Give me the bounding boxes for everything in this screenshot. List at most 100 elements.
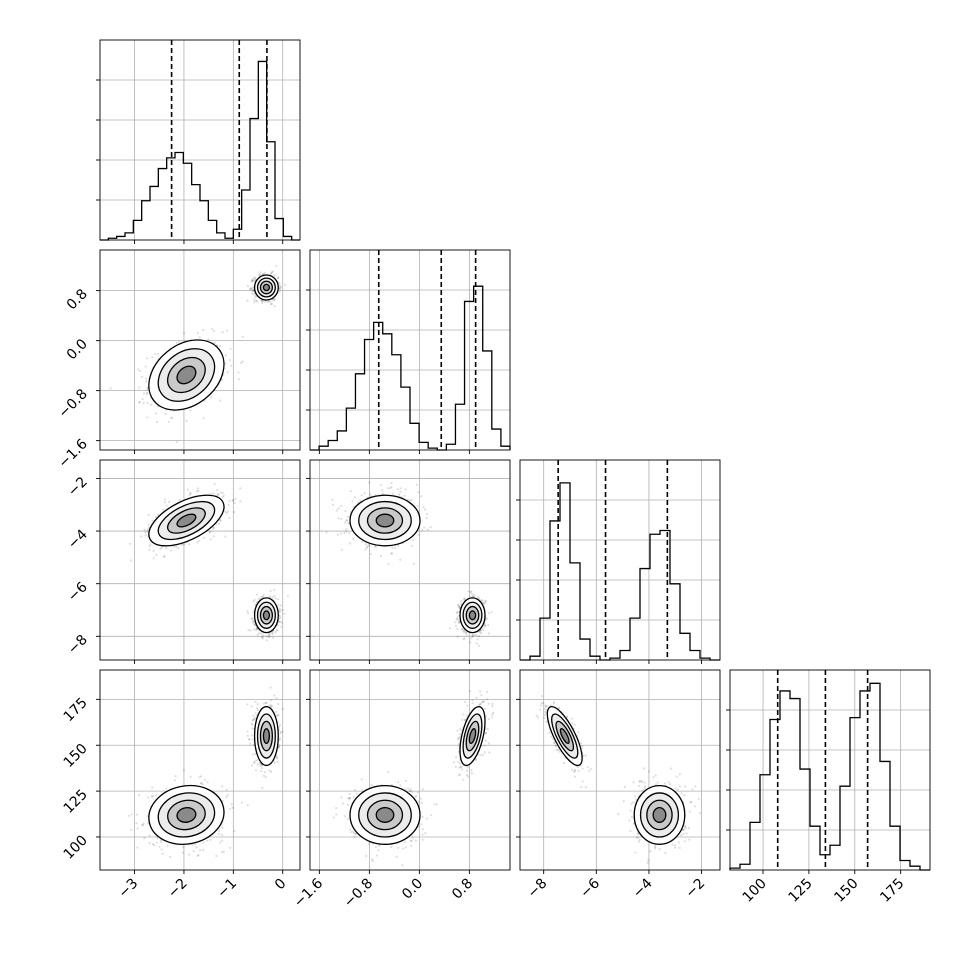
scatter-point xyxy=(221,491,224,494)
scatter-point xyxy=(277,745,281,748)
scatter-point xyxy=(269,589,272,593)
scatter-point xyxy=(278,287,281,291)
scatter-point xyxy=(483,602,487,605)
scatter-point xyxy=(251,278,254,281)
scatter-point xyxy=(154,352,157,356)
scatter-point xyxy=(279,620,282,623)
scatter-point xyxy=(229,846,232,850)
scatter-point xyxy=(484,624,487,627)
scatter-point xyxy=(482,602,485,605)
scatter-point xyxy=(264,300,267,303)
scatter-point xyxy=(269,686,272,689)
scatter-point xyxy=(277,713,280,717)
scatter-point xyxy=(461,628,464,631)
scatter-point xyxy=(456,635,459,638)
scatter-point xyxy=(163,501,166,504)
scatter-point xyxy=(212,527,215,530)
scatter-point xyxy=(470,590,473,593)
panel-content xyxy=(100,670,300,870)
scatter-point xyxy=(170,549,173,552)
scatter-point xyxy=(487,612,490,615)
scatter-point xyxy=(253,301,256,304)
scatter-point xyxy=(140,375,144,379)
scatter-point xyxy=(189,409,192,412)
scatter-point xyxy=(241,360,244,363)
scatter-point xyxy=(253,279,256,282)
contour-line xyxy=(157,792,216,838)
scatter-point xyxy=(202,417,205,420)
scatter-point xyxy=(273,694,276,697)
scatter-point xyxy=(165,504,168,507)
scatter-point xyxy=(261,636,264,639)
scatter-point xyxy=(484,624,487,627)
scatter-point xyxy=(463,631,466,634)
scatter-point xyxy=(165,547,168,550)
scatter-point xyxy=(192,850,195,853)
scatter-point xyxy=(379,484,382,487)
scatter-point xyxy=(182,769,185,772)
contour-line xyxy=(148,339,225,411)
scatter-point xyxy=(136,827,139,830)
scatter-point xyxy=(239,487,242,490)
scatter-point xyxy=(365,546,369,549)
scatter-point xyxy=(471,634,474,637)
scatter-point xyxy=(148,548,151,551)
pair-panel-1-0 xyxy=(96,249,301,454)
scatter-point xyxy=(145,392,149,395)
scatter-point xyxy=(253,598,256,602)
scatter-point xyxy=(212,535,215,538)
scatter-point xyxy=(250,292,253,295)
scatter-point xyxy=(352,537,355,541)
scatter-point xyxy=(260,766,264,770)
scatter-point xyxy=(337,507,340,510)
scatter-point xyxy=(144,365,147,368)
scatter-point xyxy=(382,492,385,495)
scatter-point xyxy=(368,545,371,548)
scatter-point xyxy=(160,546,163,549)
scatter-point xyxy=(274,597,277,600)
scatter-point xyxy=(247,612,250,615)
scatter-point xyxy=(151,356,154,359)
scatter-point xyxy=(353,496,357,499)
scatter-point xyxy=(146,528,150,531)
scatter-point xyxy=(250,280,253,283)
scatter-point xyxy=(219,519,222,522)
scatter-point xyxy=(252,298,256,301)
scatter-point xyxy=(251,617,254,620)
scatter-point xyxy=(261,637,264,640)
scatter-point xyxy=(404,488,407,491)
scatter-point xyxy=(254,276,257,280)
contour-line xyxy=(256,601,276,629)
scatter-point xyxy=(166,844,169,847)
scatter-point xyxy=(216,493,219,496)
scatter-point xyxy=(455,618,458,621)
scatter-point xyxy=(476,638,479,641)
scatter-point xyxy=(270,272,273,275)
scatter-point xyxy=(158,845,161,848)
contour-line xyxy=(148,784,225,845)
scatter-point xyxy=(155,553,158,556)
contour-line xyxy=(253,597,279,634)
scatter-point xyxy=(277,597,280,601)
scatter-point xyxy=(256,593,259,596)
scatter-point xyxy=(390,485,393,489)
scatter-point xyxy=(381,489,384,492)
scatter-point xyxy=(183,543,186,546)
scatter-point xyxy=(185,419,188,422)
scatter-point xyxy=(364,548,367,551)
scatter-point xyxy=(177,547,180,550)
scatter-point xyxy=(458,606,461,609)
scatter-point xyxy=(209,530,212,533)
histogram-step xyxy=(729,682,930,871)
scatter-point xyxy=(420,529,424,532)
scatter-point xyxy=(403,494,406,497)
scatter-point xyxy=(155,794,158,797)
scatter-point xyxy=(273,305,276,308)
scatter-point xyxy=(251,286,255,289)
scatter-point xyxy=(196,854,199,857)
scatter-point xyxy=(469,641,472,644)
scatter-point xyxy=(201,849,205,852)
scatter-point xyxy=(260,632,263,635)
scatter-point xyxy=(260,595,263,599)
scatter-point xyxy=(151,786,154,789)
